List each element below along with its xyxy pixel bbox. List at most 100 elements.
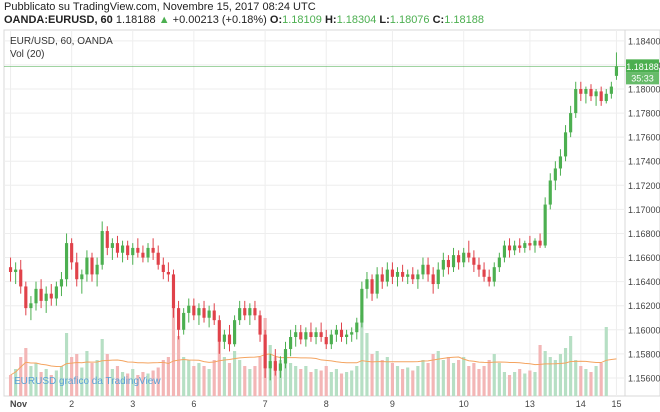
volume-bar bbox=[44, 369, 48, 396]
candle-up bbox=[100, 231, 104, 265]
volume-bar bbox=[49, 375, 53, 396]
candle-up bbox=[558, 156, 563, 169]
volume-bar bbox=[599, 363, 603, 396]
candle-up bbox=[345, 334, 349, 338]
candle-down bbox=[319, 332, 323, 338]
candle-up bbox=[233, 320, 237, 345]
volume-bar bbox=[131, 369, 135, 396]
y-tick-label: 1.16400 bbox=[628, 277, 660, 287]
candle-up bbox=[462, 252, 466, 263]
y-tick-label: 1.16000 bbox=[628, 325, 660, 335]
volume-bar bbox=[462, 357, 466, 396]
candle-up bbox=[548, 180, 552, 205]
volume-bar bbox=[24, 348, 28, 396]
volume-bar bbox=[380, 360, 384, 396]
candle-up bbox=[360, 288, 364, 323]
volume-bar bbox=[487, 360, 491, 396]
candle-up bbox=[248, 308, 252, 316]
x-tick-label: 10 bbox=[459, 399, 469, 409]
volume-bar bbox=[283, 354, 288, 396]
candle-up bbox=[294, 332, 298, 338]
candle-down bbox=[217, 320, 221, 342]
candle-down bbox=[431, 274, 435, 285]
volume-bar bbox=[324, 366, 328, 396]
candle-down bbox=[24, 286, 28, 309]
volume-bar bbox=[294, 366, 298, 396]
volume-bar bbox=[375, 351, 379, 396]
volume-bar bbox=[80, 367, 84, 396]
candle-up bbox=[283, 349, 288, 364]
candle-up bbox=[197, 308, 201, 316]
volume-bar bbox=[309, 372, 313, 396]
candle-down bbox=[166, 271, 170, 275]
x-tick-label: 13 bbox=[525, 399, 535, 409]
volume-bar bbox=[584, 369, 588, 396]
volume-bar bbox=[253, 366, 257, 396]
candle-up bbox=[492, 267, 496, 282]
volume-bar bbox=[141, 372, 145, 396]
volume-bar bbox=[385, 357, 389, 396]
volume-bar bbox=[497, 363, 501, 396]
volume-bar bbox=[238, 360, 242, 396]
volume-bar bbox=[401, 369, 405, 396]
volume-bar bbox=[482, 366, 486, 396]
volume-bar bbox=[39, 372, 43, 396]
volume-bar bbox=[156, 367, 160, 396]
volume-bar bbox=[416, 366, 420, 396]
candle-down bbox=[176, 308, 181, 330]
candle-up bbox=[314, 332, 318, 338]
volume-bar bbox=[8, 375, 13, 396]
volume-bar bbox=[233, 351, 237, 396]
volume-bar bbox=[350, 370, 354, 396]
candle-up bbox=[502, 245, 507, 258]
last-price: 1.18188 bbox=[115, 14, 156, 26]
volume-bar bbox=[574, 360, 578, 396]
candle-down bbox=[156, 252, 160, 265]
candle-down bbox=[380, 274, 384, 282]
volume-bar bbox=[187, 360, 191, 396]
candle-up bbox=[29, 303, 33, 309]
candle-up bbox=[523, 243, 527, 248]
candle-up bbox=[497, 257, 501, 268]
candle-up bbox=[34, 288, 38, 304]
volume-bar bbox=[604, 327, 608, 396]
volume-bar bbox=[212, 360, 216, 396]
candle-down bbox=[161, 264, 165, 272]
volume-bar bbox=[29, 366, 33, 396]
candle-down bbox=[518, 245, 522, 248]
candle-up bbox=[604, 93, 608, 102]
candle-down bbox=[426, 264, 430, 275]
candle-up bbox=[365, 279, 369, 289]
candle-up bbox=[609, 86, 613, 94]
candle-up bbox=[85, 257, 89, 275]
candle-up bbox=[334, 329, 338, 335]
volume-bar bbox=[513, 372, 517, 396]
volume-bar bbox=[553, 360, 557, 396]
candle-down bbox=[589, 88, 593, 97]
volume-bar bbox=[426, 363, 430, 396]
price-axis[interactable] bbox=[624, 29, 660, 397]
volume-bar bbox=[222, 357, 226, 396]
candle-up bbox=[131, 247, 135, 256]
candle-up bbox=[513, 245, 517, 251]
volume-bar bbox=[436, 351, 440, 396]
volume-bar bbox=[120, 372, 125, 396]
volume-bar bbox=[589, 372, 593, 396]
volume-bar bbox=[197, 363, 201, 396]
published-caption: Pubblicato su TradingView.com, Novembre … bbox=[4, 1, 316, 13]
volume-ma-line bbox=[10, 353, 617, 376]
volume-bar bbox=[528, 370, 532, 396]
countdown-badge bbox=[626, 72, 659, 85]
candle-up bbox=[569, 113, 573, 133]
chart-pane[interactable] bbox=[3, 29, 626, 397]
volume-bar bbox=[507, 375, 512, 396]
chart-legend: EUR/USD, 60, OANDA Vol (20) bbox=[10, 35, 113, 61]
volume-bar bbox=[248, 369, 252, 396]
tradingview-watermark[interactable]: EURUSD grafico da TradingView bbox=[14, 376, 161, 387]
candle-up bbox=[278, 363, 282, 371]
volume-bar bbox=[161, 360, 165, 396]
x-tick-label: 7 bbox=[263, 399, 268, 409]
volume-bar bbox=[278, 360, 282, 396]
